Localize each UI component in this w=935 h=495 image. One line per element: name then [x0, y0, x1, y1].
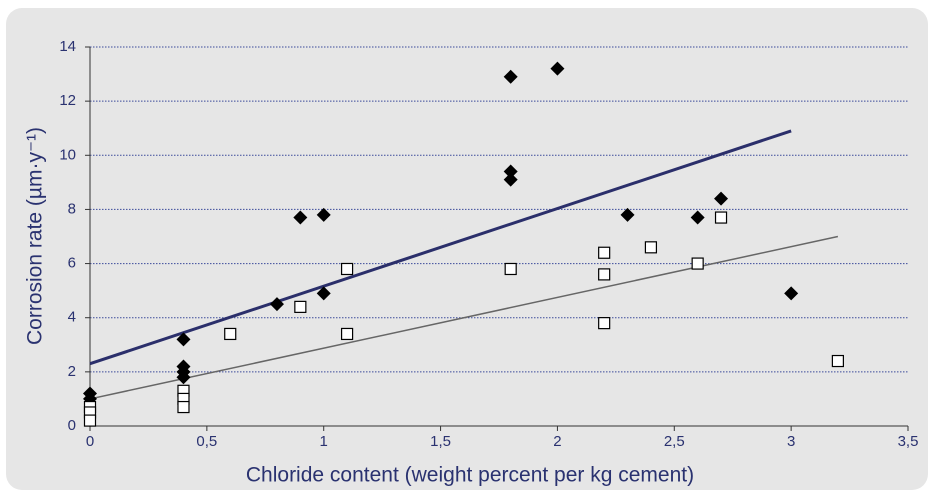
square-point [340, 262, 354, 276]
square-point [714, 211, 728, 224]
square-point [504, 262, 517, 276]
diamond-point [176, 370, 191, 385]
square-point [598, 268, 611, 281]
x-tick-label: 1 [320, 433, 328, 450]
diamond-point [316, 286, 331, 301]
square-point [831, 354, 844, 368]
diamond-point [714, 191, 729, 206]
diamond-point [620, 207, 635, 222]
y-tick-label: 0 [68, 417, 76, 434]
diamond-point [503, 164, 518, 179]
trend-line [89, 129, 792, 366]
square-point [224, 327, 237, 341]
diamond-point [269, 297, 284, 312]
diamond-point [690, 210, 705, 225]
y-tick-label: 2 [68, 363, 76, 380]
x-tick-label: 2,5 [664, 433, 685, 450]
diamond-point [550, 61, 565, 76]
diamond-point [176, 332, 191, 347]
y-tick-label: 10 [59, 146, 76, 163]
trend-line [89, 235, 839, 400]
square-point [177, 400, 190, 414]
square-point [83, 414, 97, 427]
diamond-point [503, 172, 518, 187]
x-tick-label: 1,5 [430, 433, 451, 450]
x-tick-label: 2 [553, 433, 561, 450]
y-tick-label: 14 [59, 38, 76, 55]
square-point [340, 327, 354, 341]
y-tick-label: 12 [59, 92, 76, 109]
y-tick-label: 8 [68, 200, 76, 217]
square-point [644, 241, 658, 254]
diamond-point [784, 286, 799, 301]
square-point [598, 246, 611, 259]
panel [6, 8, 928, 490]
x-tick-label: 0,5 [196, 433, 217, 450]
diamond-point [503, 69, 518, 84]
y-tick-label: 4 [68, 309, 76, 326]
x-tick-label: 3 [787, 433, 795, 450]
y-axis-title: Corrosion rate (µm·y⁻¹) [24, 127, 47, 345]
square-point [691, 257, 704, 270]
diamond-point [293, 210, 308, 225]
square-point [598, 317, 611, 330]
y-tick-label: 6 [68, 255, 76, 272]
square-point [294, 300, 307, 313]
diamond-point [316, 207, 331, 222]
x-tick-label: 3,5 [898, 433, 919, 450]
x-axis-title: Chloride content (weight percent per kg … [246, 464, 694, 487]
x-tick-label: 0 [86, 433, 94, 450]
